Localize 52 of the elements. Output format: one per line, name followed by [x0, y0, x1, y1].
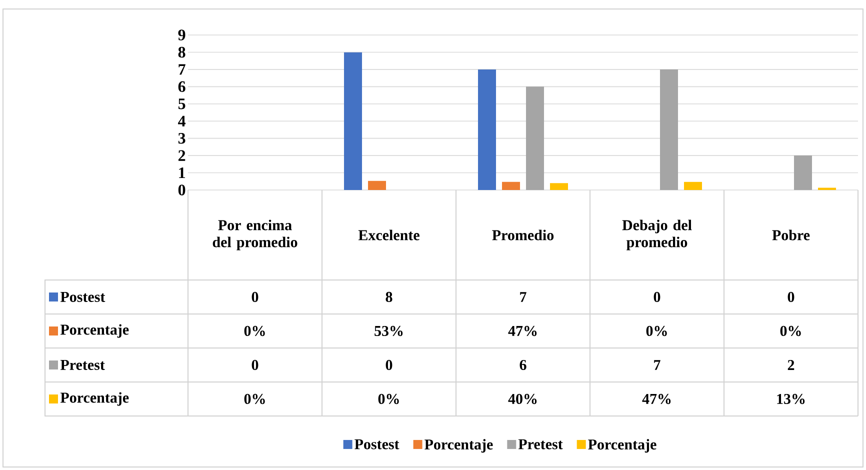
data-label: 47%	[642, 394, 671, 404]
data-label: 13%	[777, 394, 805, 404]
data-label: 7	[654, 360, 660, 370]
text: Pretest	[60, 360, 105, 370]
data-label: 0	[386, 360, 392, 370]
bar	[660, 69, 678, 190]
x-tick-label: Excelente	[358, 230, 420, 240]
bar	[502, 182, 520, 190]
data-label: 0%	[244, 394, 265, 404]
data-label: 6	[520, 360, 526, 370]
data-label: 40%	[508, 394, 537, 404]
y-tick-label: 9	[178, 30, 186, 40]
data-label: 7	[520, 292, 526, 302]
y-tick-label: 7	[178, 64, 186, 75]
legend-label: Porcentaje	[588, 439, 656, 453]
data-label: 47%	[508, 326, 537, 336]
bar	[684, 182, 702, 190]
data-label: 0	[252, 360, 258, 370]
data-label: 0%	[780, 326, 801, 336]
data-label: 0%	[244, 326, 265, 336]
data-label: 0	[654, 292, 660, 302]
bar	[478, 69, 496, 190]
data-label: 2	[788, 360, 794, 370]
text: Porcentaje	[60, 392, 129, 406]
bar	[368, 180, 386, 190]
y-tick-label: 0	[178, 184, 186, 196]
data-label: 53%	[374, 326, 403, 336]
x-tick-label: Pobre	[772, 230, 810, 240]
legend-label: Porcentaje	[424, 439, 493, 453]
x-tick-label: Debajo del promedio	[622, 220, 692, 250]
y-tick-label: 8	[178, 46, 186, 58]
data-label: 0%	[378, 394, 399, 404]
text: Postest	[60, 292, 106, 302]
x-tick-label: Promedio	[492, 230, 554, 240]
y-tick-label: 4	[178, 116, 186, 126]
data-label: 8	[386, 292, 392, 302]
data-label: 0%	[646, 326, 667, 336]
y-tick-label: 3	[178, 132, 186, 144]
data-label: 0	[788, 292, 794, 302]
bar	[344, 52, 362, 190]
y-tick-label: 5	[178, 98, 186, 110]
bar	[550, 183, 568, 190]
bar	[794, 156, 812, 190]
bar	[526, 86, 544, 190]
y-tick-label: 6	[178, 81, 186, 92]
x-tick-label: Por encima del promedio	[212, 220, 298, 250]
legend-label: Postest	[354, 439, 400, 450]
data-label: 0	[252, 292, 258, 302]
legend-label: Pretest	[518, 439, 563, 450]
y-tick-label: 2	[178, 150, 186, 161]
text: Porcentaje	[60, 324, 129, 338]
y-tick-label: 1	[179, 167, 185, 178]
